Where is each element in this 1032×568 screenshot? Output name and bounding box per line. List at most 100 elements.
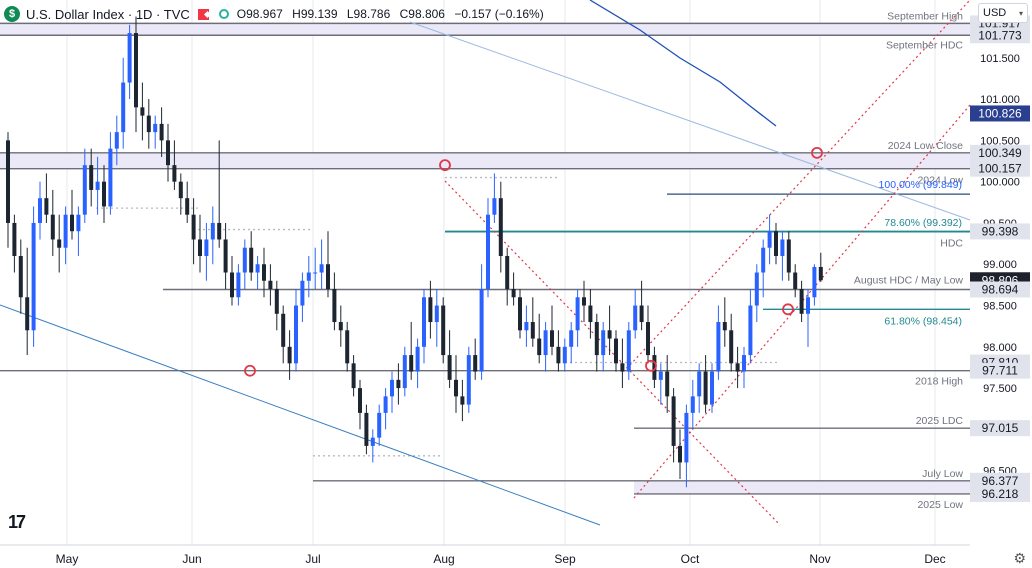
y-tick-label: 100.500 — [980, 135, 1020, 147]
candle — [345, 322, 350, 372]
pivot-marker — [439, 159, 451, 172]
candle — [377, 404, 382, 446]
candle-body — [358, 388, 362, 413]
candle — [38, 181, 42, 240]
candle — [102, 165, 106, 223]
gear-icon[interactable]: ⚙ — [1013, 550, 1026, 566]
candle — [127, 24, 132, 100]
candle-body — [428, 297, 433, 323]
level-label: 2025 LDC — [916, 415, 964, 427]
candle — [562, 338, 567, 372]
candle — [76, 206, 81, 256]
candle-body — [486, 214, 490, 290]
dollar-logo-icon: $ — [4, 6, 20, 22]
candle — [204, 222, 209, 281]
candle-body — [601, 330, 606, 356]
x-tick-label: Oct — [681, 552, 700, 566]
level-tag-text: 97.711 — [982, 364, 1018, 378]
candle — [383, 388, 388, 430]
level-tag — [970, 223, 1030, 240]
candle — [210, 206, 215, 265]
fib-label: 61.80% (98.454) — [884, 315, 962, 327]
candle — [473, 338, 478, 380]
candle-body — [57, 239, 62, 248]
pivot-marker — [244, 364, 256, 377]
candle-body — [562, 346, 567, 364]
level-label: September High — [887, 10, 963, 22]
candle-body — [351, 363, 356, 389]
candle — [607, 305, 612, 356]
candle — [262, 247, 266, 298]
candle — [633, 289, 638, 339]
chevron-down-icon: ▾ — [1018, 8, 1023, 18]
candle-body — [134, 33, 138, 108]
candle — [121, 57, 126, 149]
symbol-title[interactable]: U.S. Dollar Index · 1D · TVC — [26, 6, 190, 22]
price-tag — [970, 105, 1030, 122]
candle — [306, 255, 311, 298]
candle-body — [95, 181, 100, 190]
candle — [466, 346, 471, 413]
pivot-marker — [782, 303, 794, 316]
candle-body — [556, 346, 561, 364]
candle — [671, 388, 676, 463]
candle — [390, 371, 394, 413]
candle-body — [306, 272, 311, 281]
change-value: −0.157 (−0.16%) — [454, 7, 544, 21]
candle-body — [82, 165, 87, 215]
candle-body — [569, 330, 574, 347]
candle — [665, 355, 670, 413]
candle — [50, 189, 55, 256]
candle-body — [300, 280, 305, 306]
flag-icon[interactable] — [197, 8, 209, 20]
candle-body — [18, 255, 23, 298]
candle-body — [530, 322, 535, 339]
candle — [358, 379, 362, 430]
x-tick-label: Sep — [554, 552, 576, 566]
currency-select[interactable]: USD ▾ — [978, 3, 1028, 23]
tradingview-logo-icon: 17 — [8, 512, 26, 532]
candle-body — [242, 247, 247, 273]
candle — [70, 189, 74, 240]
candle-body — [806, 297, 810, 314]
september-zone — [0, 23, 970, 36]
candle-body — [319, 264, 324, 273]
level-tag — [970, 27, 1030, 44]
candle-body — [38, 198, 42, 223]
candle — [556, 330, 561, 372]
candle — [255, 255, 260, 290]
candle-body — [690, 396, 695, 413]
candle-body — [646, 322, 650, 356]
candle — [441, 297, 446, 364]
candle-body — [710, 371, 714, 405]
candle-body — [31, 222, 36, 331]
level-tag-text: 101.773 — [978, 28, 1022, 42]
candle — [249, 231, 254, 281]
candle — [818, 252, 823, 282]
symbol-header: $ U.S. Dollar Index · 1D · TVC O98.967 H… — [4, 4, 544, 24]
candle-body — [588, 305, 593, 323]
candle — [230, 255, 234, 306]
candle — [166, 123, 170, 182]
low-value: L98.786 — [346, 7, 391, 21]
candle — [518, 289, 522, 339]
candle — [754, 264, 759, 323]
candle — [652, 346, 657, 389]
candle — [786, 231, 791, 281]
low-2025-zone — [634, 480, 970, 494]
candle-body — [415, 346, 420, 372]
candle-body — [249, 247, 254, 273]
candle-body — [50, 214, 55, 240]
candle-body — [63, 214, 68, 248]
candle-body — [780, 239, 785, 256]
candle — [735, 346, 740, 389]
candle — [703, 355, 708, 413]
candle — [6, 132, 10, 248]
candle — [588, 289, 593, 339]
candle-body — [614, 338, 618, 364]
trendline-upper — [409, 21, 971, 221]
candle — [767, 214, 772, 265]
candle — [620, 338, 625, 389]
y-tick-label: 100.000 — [980, 177, 1020, 189]
